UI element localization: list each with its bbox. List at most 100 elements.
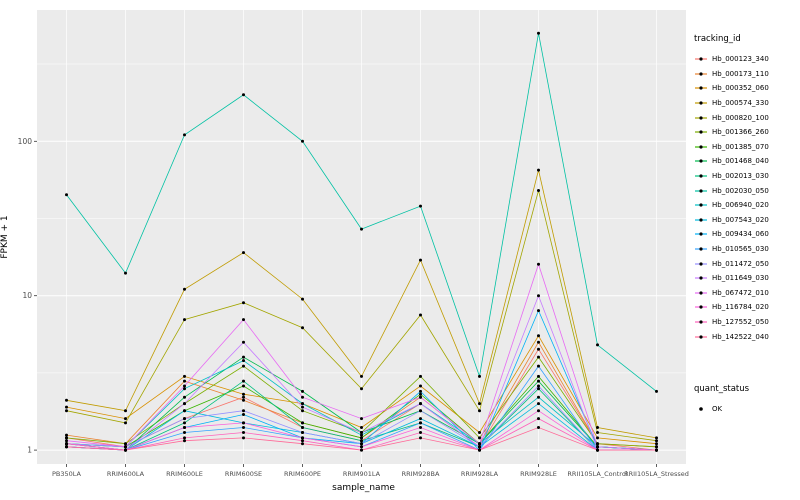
legend-key-icon: [695, 159, 707, 164]
legend-key-icon: [695, 334, 707, 339]
data-point: [537, 189, 540, 192]
data-point: [537, 262, 540, 266]
data-point: [360, 417, 363, 421]
data-point: [65, 193, 68, 197]
data-point: [478, 402, 481, 406]
data-point: [596, 442, 599, 446]
data-point: [596, 445, 599, 449]
data-point: [242, 398, 245, 402]
legend-item: Hb_002030_050: [694, 183, 800, 198]
data-point: [419, 395, 422, 399]
data-point: [419, 384, 422, 388]
y-axis-title: FPKM + 1: [0, 215, 10, 259]
data-point: [242, 421, 245, 425]
legend-item: Hb_010565_030: [694, 242, 800, 257]
legend-item: Hb_000574_330: [694, 96, 800, 111]
data-point: [419, 402, 422, 406]
legend-key-icon: [695, 189, 707, 193]
data-point: [360, 374, 363, 378]
data-point: [242, 340, 245, 344]
data-point: [242, 426, 245, 429]
data-point: [301, 402, 304, 406]
legend-item-label: Hb_001468_040: [712, 157, 769, 166]
legend-item-label: Hb_002013_030: [712, 172, 769, 181]
data-point: [242, 409, 245, 413]
data-point: [124, 442, 127, 446]
data-point: [301, 436, 304, 440]
data-point: [655, 436, 658, 440]
data-point: [242, 431, 245, 434]
data-point: [65, 433, 68, 437]
x-tick-label: RRIM600SE: [225, 470, 262, 478]
data-point: [537, 409, 540, 413]
data-point: [360, 436, 363, 440]
shape-legend-title: quant_status: [694, 383, 750, 394]
x-tick-label: RRIM600PE: [284, 470, 321, 478]
data-point: [537, 374, 540, 378]
legend-item: Hb_001366_260: [694, 125, 800, 140]
legend-key-icon: [695, 86, 707, 91]
legend-item: Hb_000123_340: [694, 52, 800, 67]
data-point: [360, 426, 363, 429]
legend-item-label: Hb_006940_020: [712, 201, 769, 210]
legend-item: Hb_000173_110: [694, 67, 800, 82]
data-point: [301, 389, 304, 393]
data-point: [419, 204, 422, 208]
data-point: [419, 409, 422, 413]
data-point: [124, 445, 127, 449]
legend-item-label: Hb_127552_050: [712, 317, 769, 326]
data-point: [183, 133, 186, 137]
data-point: [183, 395, 186, 399]
data-point: [65, 405, 68, 409]
data-point: [537, 395, 540, 399]
data-point: [596, 426, 599, 429]
legend-item: Hb_067472_010: [694, 286, 800, 301]
legend-item: Hb_000820_100: [694, 110, 800, 125]
legend-item: Hb_002013_030: [694, 169, 800, 184]
legend-item: Hb_007543_020: [694, 213, 800, 228]
legend-item-label: Hb_000352_060: [712, 84, 769, 93]
legend-key-icon: [695, 57, 707, 61]
data-point: [360, 387, 363, 391]
legend-item: OK: [694, 402, 800, 417]
legend-key-icon: [695, 130, 707, 134]
legend-item-label: Hb_011472_050: [712, 259, 769, 268]
legend-item-label: Hb_000173_110: [712, 69, 769, 78]
data-point: [301, 409, 304, 413]
data-point: [65, 445, 68, 449]
data-point: [419, 392, 422, 396]
data-point: [242, 395, 245, 399]
data-point: [360, 442, 363, 446]
legend-item: Hb_116784_020: [694, 300, 800, 315]
x-tick-label: PB350LA: [52, 470, 82, 478]
data-point: [242, 436, 245, 440]
data-point: [65, 409, 68, 413]
data-point: [242, 392, 245, 396]
data-point: [183, 436, 186, 440]
data-point: [537, 347, 540, 351]
data-point: [183, 387, 186, 391]
data-point: [596, 436, 599, 440]
legend-item: Hb_009434_060: [694, 227, 800, 242]
data-point: [419, 431, 422, 434]
data-point: [478, 409, 481, 413]
data-point: [537, 379, 540, 383]
x-tick-label: RRII105LA_Stressed: [624, 470, 689, 478]
data-point: [242, 413, 245, 416]
data-point: [478, 445, 481, 449]
data-point: [537, 384, 540, 388]
data-point: [360, 448, 363, 452]
legend-item: Hb_011472_050: [694, 256, 800, 271]
legend-key-icon: [695, 262, 707, 266]
data-point: [124, 409, 127, 413]
data-point: [124, 421, 127, 425]
data-point: [419, 417, 422, 421]
data-point: [360, 227, 363, 231]
data-point: [478, 431, 481, 434]
y-tick-label: 1: [27, 446, 32, 455]
data-point: [301, 442, 304, 446]
legend-item: Hb_001385_070: [694, 140, 800, 155]
data-point: [537, 355, 540, 359]
legend-item-label: Hb_000820_100: [712, 113, 769, 122]
data-point: [65, 398, 68, 402]
